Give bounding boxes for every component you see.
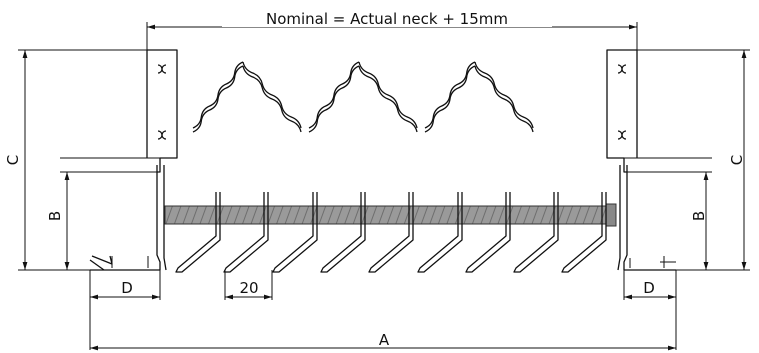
damper-blade-2 bbox=[308, 61, 360, 129]
c-dimension-left: C bbox=[4, 49, 147, 271]
deflection-blade-7 bbox=[465, 192, 511, 273]
nominal-dimension: Nominal = Actual neck + 15mm bbox=[146, 9, 638, 50]
b-dimension-right: B bbox=[627, 171, 712, 270]
damper-blade-1 bbox=[192, 65, 244, 133]
d-label-right: D bbox=[643, 279, 655, 297]
a-dimension: A bbox=[90, 331, 676, 351]
deflection-blade-8 bbox=[513, 192, 559, 273]
pitch-dimension: 20 bbox=[224, 270, 273, 300]
c-dimension-right: C bbox=[637, 49, 750, 271]
damper-blade-3 bbox=[424, 65, 476, 133]
deflection-blade-6 bbox=[417, 192, 463, 273]
a-label: A bbox=[379, 331, 390, 349]
opposed-blade-damper bbox=[192, 61, 534, 133]
c-label-right: C bbox=[728, 155, 746, 165]
damper-blade-2 bbox=[308, 65, 360, 133]
damper-blade-1 bbox=[242, 61, 302, 129]
deflection-blade-4 bbox=[320, 192, 366, 273]
right-frame bbox=[606, 49, 712, 271]
damper-blade-2 bbox=[358, 65, 418, 133]
damper-blade-3 bbox=[424, 61, 476, 129]
damper-blade-2 bbox=[358, 61, 418, 129]
deflection-blade-9 bbox=[561, 192, 607, 273]
damper-blade-1 bbox=[242, 65, 302, 133]
left-frame bbox=[60, 49, 178, 271]
d-label-left: D bbox=[121, 279, 133, 297]
nominal-label: Nominal = Actual neck + 15mm bbox=[266, 10, 508, 28]
b-label-right: B bbox=[690, 211, 708, 221]
deflection-blade-2 bbox=[223, 192, 269, 273]
d-dimension-left: D bbox=[89, 270, 161, 350]
pitch-label: 20 bbox=[239, 279, 258, 297]
deflection-blade-5 bbox=[368, 192, 414, 273]
b-dimension-left: B bbox=[46, 171, 157, 270]
deflection-blades bbox=[175, 192, 607, 273]
b-label-left: B bbox=[46, 211, 64, 221]
damper-blade-1 bbox=[192, 61, 244, 129]
linkage-bar bbox=[164, 205, 616, 225]
deflection-blade-1 bbox=[175, 192, 221, 273]
damper-blade-3 bbox=[474, 61, 534, 129]
bar-end-cap bbox=[605, 203, 617, 227]
c-label-left: C bbox=[4, 155, 22, 165]
d-dimension-right: D bbox=[623, 270, 677, 350]
deflection-blade-3 bbox=[272, 192, 318, 273]
damper-blade-3 bbox=[474, 65, 534, 133]
